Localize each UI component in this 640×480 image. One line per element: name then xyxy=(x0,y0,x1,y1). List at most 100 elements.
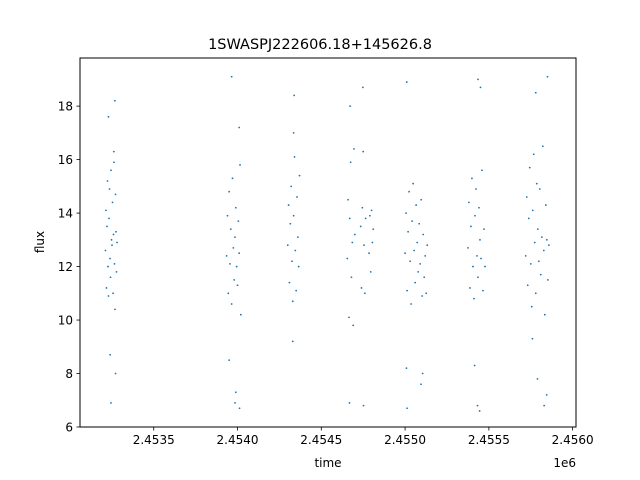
data-point xyxy=(114,193,117,196)
data-point xyxy=(297,265,300,268)
data-point xyxy=(230,303,233,305)
data-point xyxy=(353,148,355,150)
data-point xyxy=(477,78,479,81)
x-axis-label: time xyxy=(314,456,341,470)
data-point xyxy=(547,244,550,247)
data-point xyxy=(544,204,547,206)
data-point xyxy=(360,287,363,289)
data-point xyxy=(468,201,470,204)
data-point xyxy=(410,303,413,305)
data-point xyxy=(107,115,110,118)
data-point xyxy=(478,410,481,412)
data-point xyxy=(115,271,118,273)
data-point xyxy=(238,252,241,255)
data-point xyxy=(423,276,426,279)
data-point xyxy=(114,308,116,311)
data-point xyxy=(235,265,238,268)
data-point xyxy=(541,145,544,148)
data-point xyxy=(408,190,410,193)
data-point xyxy=(293,94,296,97)
data-point xyxy=(479,238,481,241)
data-point xyxy=(413,249,416,252)
data-point xyxy=(232,246,235,249)
data-point xyxy=(476,254,478,257)
data-point xyxy=(368,214,371,217)
data-point xyxy=(108,217,110,220)
data-point xyxy=(111,201,114,204)
data-point xyxy=(405,212,407,214)
data-point xyxy=(234,402,236,404)
data-point xyxy=(480,257,482,260)
data-point xyxy=(538,188,541,190)
data-point xyxy=(115,230,117,233)
data-point xyxy=(537,260,540,263)
data-point xyxy=(483,228,485,231)
data-point xyxy=(478,206,480,209)
data-point xyxy=(351,241,354,244)
data-point xyxy=(225,254,228,257)
data-point xyxy=(111,244,113,247)
data-point xyxy=(484,265,486,268)
data-point xyxy=(531,209,534,212)
data-point xyxy=(361,86,364,89)
data-point xyxy=(535,182,538,185)
data-point xyxy=(422,233,425,236)
data-point xyxy=(364,217,367,220)
data-point xyxy=(291,340,294,343)
y-axis-label: flux xyxy=(33,231,47,253)
data-point xyxy=(234,391,237,394)
data-point xyxy=(239,313,242,316)
data-point xyxy=(481,169,483,172)
data-point xyxy=(536,228,539,231)
chart-title: 1SWASPJ222606.18+145626.8 xyxy=(208,37,432,53)
data-point xyxy=(295,289,298,292)
data-point xyxy=(406,289,408,292)
data-point xyxy=(533,241,536,244)
plot-frame xyxy=(79,57,577,428)
data-point xyxy=(348,402,351,404)
data-point xyxy=(296,196,298,198)
data-point xyxy=(473,297,475,300)
data-point xyxy=(477,276,479,279)
data-point xyxy=(534,292,537,295)
data-point xyxy=(349,161,352,164)
data-point xyxy=(352,324,355,327)
data-point xyxy=(226,214,229,217)
data-point xyxy=(293,156,296,158)
data-point xyxy=(529,262,532,265)
data-point xyxy=(470,225,472,228)
data-point xyxy=(412,182,415,185)
data-point xyxy=(473,364,476,367)
data-point xyxy=(474,214,476,217)
data-point xyxy=(359,225,362,228)
data-point xyxy=(286,244,289,247)
data-point xyxy=(362,150,365,153)
data-point xyxy=(469,287,471,289)
data-point xyxy=(292,214,295,217)
data-point xyxy=(534,91,537,94)
data-point xyxy=(108,188,111,190)
data-point xyxy=(371,241,374,244)
data-point xyxy=(407,230,409,233)
data-point xyxy=(404,252,406,255)
data-point xyxy=(545,394,548,396)
data-point xyxy=(349,105,352,108)
data-point xyxy=(110,169,112,172)
y-tick-label: 6 xyxy=(65,420,73,434)
data-point xyxy=(109,353,112,356)
data-point xyxy=(107,265,109,268)
y-tick-label: 16 xyxy=(58,153,73,167)
data-point xyxy=(292,131,295,134)
data-point xyxy=(467,246,469,249)
data-point xyxy=(414,281,417,284)
data-point xyxy=(472,265,474,268)
data-point xyxy=(353,233,356,236)
x-tick-label: 2.4545 xyxy=(300,433,342,447)
data-point xyxy=(525,196,528,198)
data-point xyxy=(105,287,108,289)
data-point xyxy=(362,404,365,407)
x-tick-label: 2.4540 xyxy=(217,433,259,447)
data-point xyxy=(346,257,349,260)
